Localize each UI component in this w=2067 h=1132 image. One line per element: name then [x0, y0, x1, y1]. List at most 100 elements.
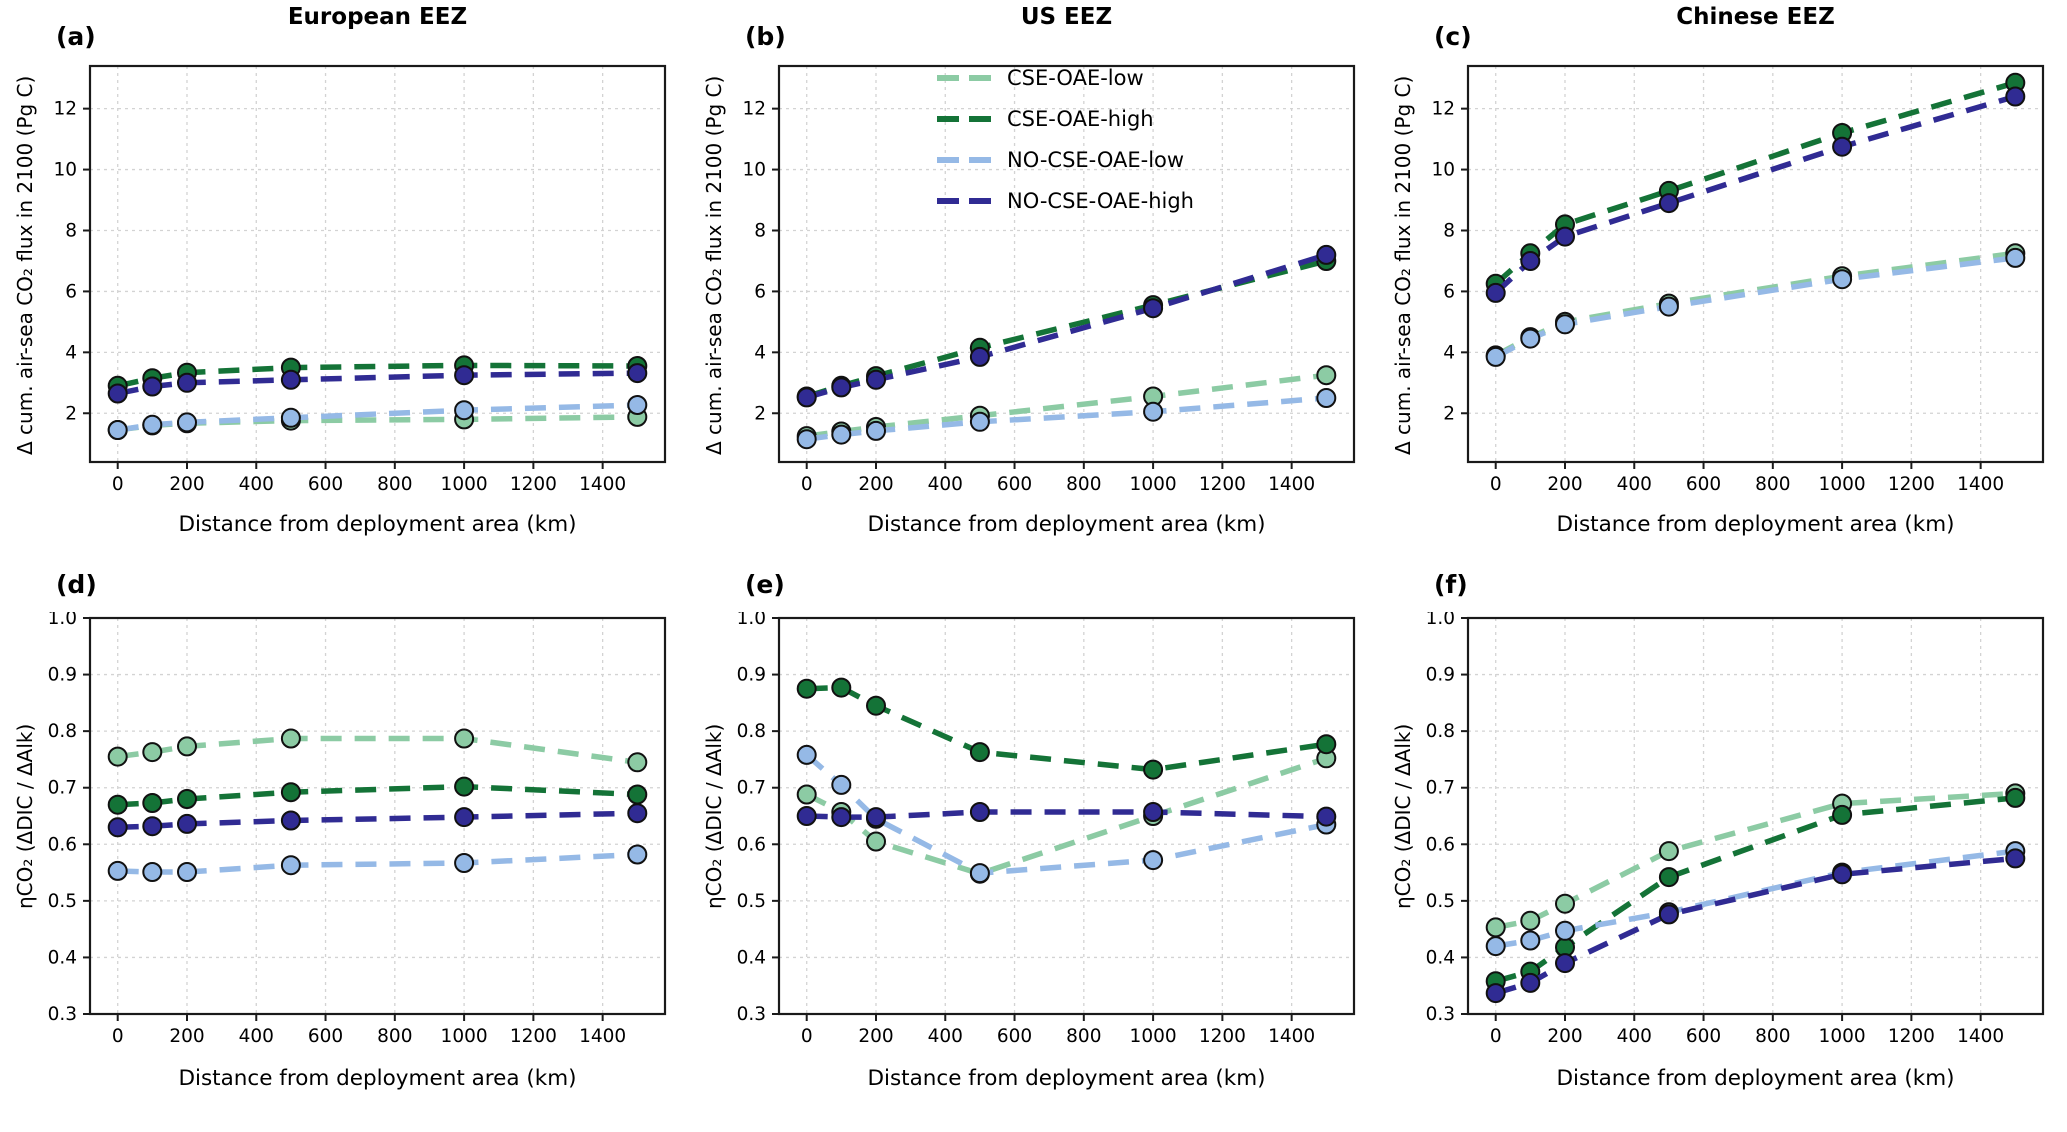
svg-text:0.8: 0.8 — [737, 721, 766, 742]
svg-text:800: 800 — [1755, 474, 1790, 495]
x-axis-label: Distance from deployment area (km) — [178, 1066, 577, 1091]
svg-text:0.4: 0.4 — [737, 947, 766, 968]
svg-text:1200: 1200 — [1888, 1026, 1935, 1047]
svg-text:0: 0 — [112, 1026, 124, 1047]
svg-text:1000: 1000 — [1819, 474, 1866, 495]
panel-c: Chinese EEZ (c) Δ cum. air-sea CO₂ flux … — [1378, 0, 2067, 566]
legend-label: NO-CSE-OAE-high — [1007, 188, 1194, 213]
svg-text:200: 200 — [858, 474, 893, 495]
svg-text:1400: 1400 — [1957, 1026, 2004, 1047]
svg-text:800: 800 — [377, 474, 412, 495]
svg-text:800: 800 — [1066, 474, 1101, 495]
column-title-european-eez: European EEZ — [287, 4, 468, 30]
svg-text:0.5: 0.5 — [48, 891, 77, 912]
svg-text:0.7: 0.7 — [48, 778, 77, 799]
svg-text:1.0: 1.0 — [737, 612, 766, 629]
legend-item: NO-CSE-OAE-low — [937, 144, 1194, 175]
svg-text:0.5: 0.5 — [1426, 891, 1455, 912]
svg-text:6: 6 — [65, 281, 77, 302]
x-axis-label: Distance from deployment area (km) — [178, 512, 577, 537]
svg-text:600: 600 — [308, 1026, 343, 1047]
svg-text:400: 400 — [239, 474, 274, 495]
svg-text:0.6: 0.6 — [48, 834, 77, 855]
legend-label: CSE-OAE-high — [1007, 106, 1154, 131]
svg-text:0.5: 0.5 — [737, 891, 766, 912]
svg-text:1400: 1400 — [579, 474, 626, 495]
x-axis-label: Distance from deployment area (km) — [867, 1066, 1266, 1091]
svg-text:0.4: 0.4 — [48, 947, 77, 968]
svg-text:400: 400 — [1617, 1026, 1652, 1047]
svg-text:12: 12 — [1431, 99, 1455, 120]
svg-text:12: 12 — [53, 99, 77, 120]
svg-text:0.3: 0.3 — [1426, 1004, 1455, 1025]
svg-text:200: 200 — [169, 1026, 204, 1047]
svg-text:0.8: 0.8 — [1426, 721, 1455, 742]
svg-text:2: 2 — [65, 403, 77, 424]
svg-text:1400: 1400 — [1268, 474, 1315, 495]
panel-f: (f) ηCO₂ (ΔDIC / ΔAlk) 0 200 400 600 800 1000… — [1378, 566, 2067, 1132]
panel-label-d: (d) — [56, 570, 97, 599]
panel-a: European EEZ (a) Δ cum. air-sea CO₂ flux… — [0, 0, 689, 566]
column-title-us-eez: US EEZ — [1020, 4, 1113, 30]
svg-text:1200: 1200 — [510, 474, 557, 495]
svg-text:1000: 1000 — [441, 474, 488, 495]
svg-text:1000: 1000 — [1130, 474, 1177, 495]
svg-text:0.9: 0.9 — [737, 665, 766, 686]
svg-text:600: 600 — [1686, 1026, 1721, 1047]
svg-text:200: 200 — [858, 1026, 893, 1047]
svg-text:1000: 1000 — [1819, 1026, 1866, 1047]
panel-d: (d) ηCO₂ (ΔDIC / ΔAlk) 0 200 400 600 800 1000… — [0, 566, 689, 1132]
svg-text:800: 800 — [377, 1026, 412, 1047]
svg-text:0.8: 0.8 — [48, 721, 77, 742]
svg-text:2: 2 — [1443, 403, 1455, 424]
legend-dash-sample — [937, 115, 991, 122]
svg-text:1400: 1400 — [1957, 474, 2004, 495]
svg-text:200: 200 — [1547, 1026, 1582, 1047]
svg-text:8: 8 — [65, 220, 77, 241]
panel-f-chart: 0 200 400 600 800 1000 1200 1400 0.3 0.4 0.5 0.6 0.7… — [1426, 612, 2045, 1047]
svg-text:1400: 1400 — [579, 1026, 626, 1047]
panel-c-chart: 0 200 400 600 800 1000 1200 1400 2 4 6 8 10 12 — [1431, 64, 2045, 495]
svg-text:600: 600 — [997, 1026, 1032, 1047]
svg-text:600: 600 — [1686, 474, 1721, 495]
svg-text:400: 400 — [1617, 474, 1652, 495]
svg-text:0.4: 0.4 — [1426, 947, 1455, 968]
svg-text:4: 4 — [65, 342, 77, 363]
svg-text:1000: 1000 — [1130, 1026, 1177, 1047]
svg-text:8: 8 — [1443, 220, 1455, 241]
svg-text:0.9: 0.9 — [48, 665, 77, 686]
svg-text:8: 8 — [754, 220, 766, 241]
svg-text:1400: 1400 — [1268, 1026, 1315, 1047]
legend-dash-sample — [937, 197, 991, 204]
x-axis-label: Distance from deployment area (km) — [1556, 512, 1955, 537]
svg-text:0.9: 0.9 — [1426, 665, 1455, 686]
legend-item: CSE-OAE-high — [937, 103, 1194, 134]
svg-text:1200: 1200 — [1199, 1026, 1246, 1047]
svg-text:800: 800 — [1066, 1026, 1101, 1047]
legend-label: NO-CSE-OAE-low — [1007, 147, 1185, 172]
svg-text:10: 10 — [1431, 160, 1455, 181]
svg-text:0.7: 0.7 — [1426, 778, 1455, 799]
svg-text:10: 10 — [53, 160, 77, 181]
svg-text:400: 400 — [239, 1026, 274, 1047]
svg-text:0.3: 0.3 — [48, 1004, 77, 1025]
panel-e-chart: 0 200 400 600 800 1000 1200 1400 0.3 0.4 0.5 0.6 0.7… — [737, 612, 1356, 1047]
svg-text:10: 10 — [742, 160, 766, 181]
svg-text:4: 4 — [1443, 342, 1455, 363]
panel-b: US EEZ (b) Δ cum. air-sea CO₂ flux in 21… — [689, 0, 1378, 566]
svg-text:6: 6 — [754, 281, 766, 302]
svg-text:600: 600 — [308, 474, 343, 495]
svg-text:600: 600 — [997, 474, 1032, 495]
svg-text:1.0: 1.0 — [48, 612, 77, 629]
svg-text:1200: 1200 — [510, 1026, 557, 1047]
svg-text:800: 800 — [1755, 1026, 1790, 1047]
svg-text:0: 0 — [801, 474, 813, 495]
svg-text:1.0: 1.0 — [1426, 612, 1455, 629]
svg-text:4: 4 — [754, 342, 766, 363]
svg-text:2: 2 — [754, 403, 766, 424]
panel-label-e: (e) — [745, 570, 785, 599]
svg-text:6: 6 — [1443, 281, 1455, 302]
svg-text:400: 400 — [928, 1026, 963, 1047]
panel-b-chart: 0 200 400 600 800 1000 1200 1400 2 4 6 8 10 12 — [742, 64, 1356, 495]
